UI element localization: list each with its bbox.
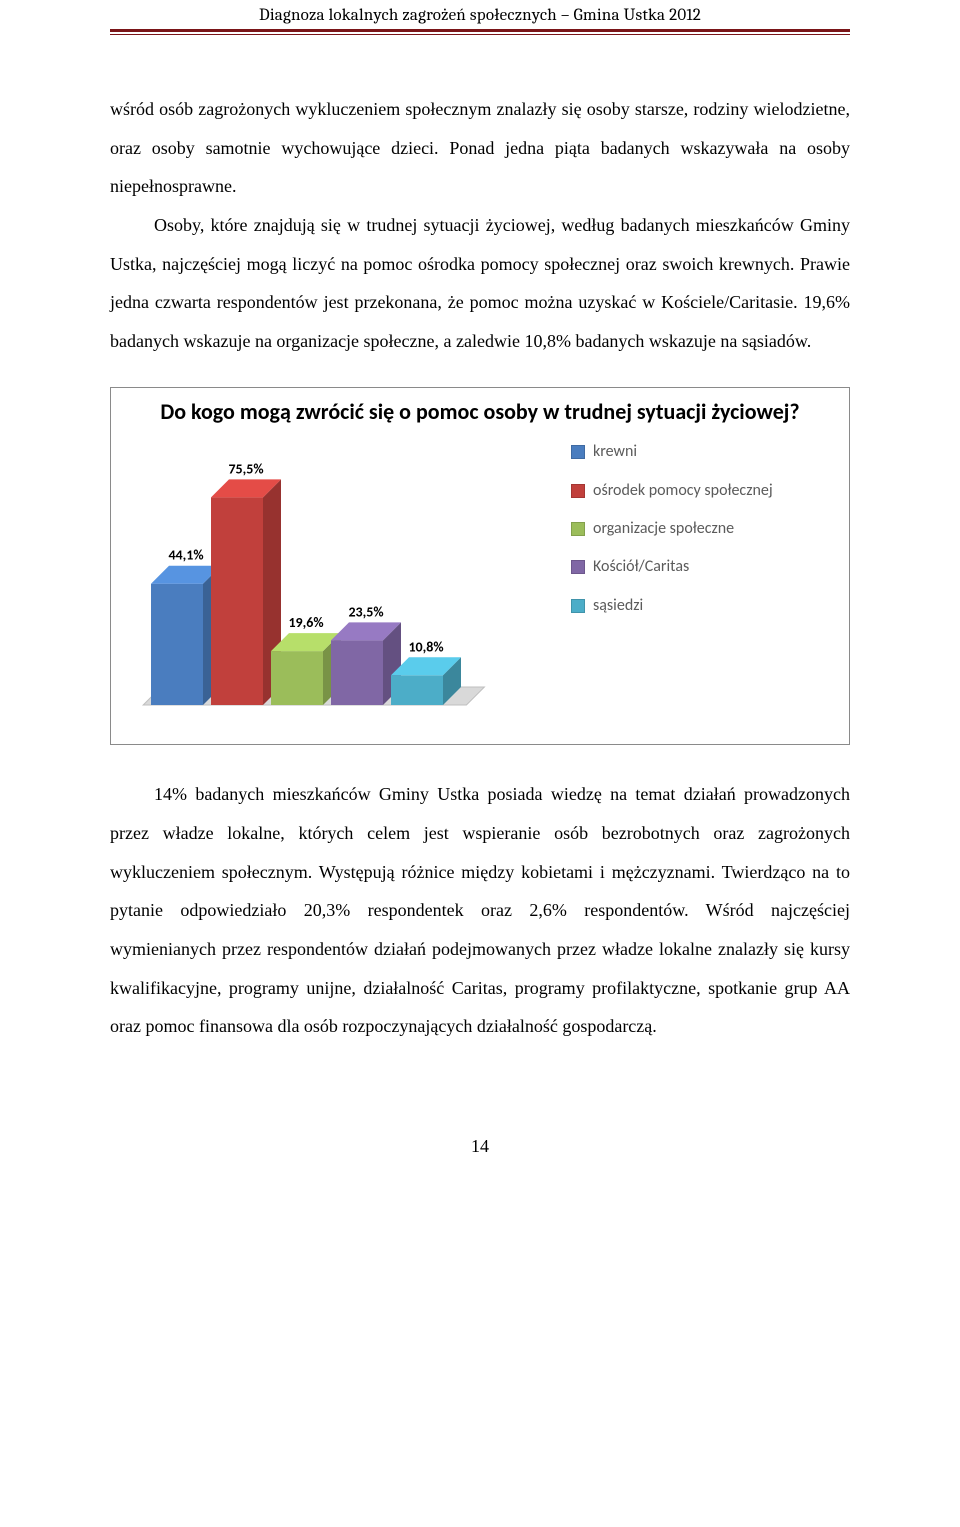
- legend-swatch: [571, 522, 585, 536]
- chart-body: 44,1% 75,5% 19,6% 23,5% 10,8% krewni ośrodek …: [123, 435, 837, 730]
- chart-plot: 44,1% 75,5% 19,6% 23,5% 10,8%: [123, 435, 553, 730]
- page-number: 14: [110, 1136, 850, 1157]
- paragraph-2: Osoby, które znajdują się w trudnej sytu…: [110, 206, 850, 361]
- bar-value-label: 75,5%: [228, 461, 263, 478]
- bar-value-label: 23,5%: [348, 604, 383, 621]
- running-header: Diagnoza lokalnych zagrożeń społecznych …: [110, 0, 850, 25]
- bar-value-label: 19,6%: [288, 614, 323, 631]
- legend-label: Kościół/Caritas: [593, 558, 689, 576]
- header-rule-thin: [110, 34, 850, 35]
- legend-item: Kościół/Caritas: [571, 558, 837, 576]
- page-root: Diagnoza lokalnych zagrożeń społecznych …: [0, 0, 960, 1197]
- legend-item: krewni: [571, 443, 837, 461]
- legend-item: ośrodek pomocy społecznej: [571, 482, 837, 500]
- paragraph-1: wśród osób zagrożonych wykluczeniem społ…: [110, 90, 850, 206]
- bar-value-label: 44,1%: [168, 547, 203, 564]
- legend-item: sąsiedzi: [571, 597, 837, 615]
- legend-label: sąsiedzi: [593, 597, 643, 615]
- legend-swatch: [571, 599, 585, 613]
- legend-label: krewni: [593, 443, 637, 461]
- chart-container: Do kogo mogą zwrócić się o pomoc osoby w…: [110, 387, 850, 746]
- legend-label: organizacje społeczne: [593, 520, 734, 538]
- legend-label: ośrodek pomocy społecznej: [593, 482, 773, 500]
- legend-swatch: [571, 445, 585, 459]
- bar-value-label: 10,8%: [408, 639, 443, 656]
- chart-svg: 44,1% 75,5% 19,6% 23,5% 10,8%: [123, 435, 553, 725]
- header-rule-thick: [110, 29, 850, 32]
- chart-legend: krewni ośrodek pomocy społecznej organizac…: [553, 435, 837, 730]
- paragraph-3: 14% badanych mieszkańców Gminy Ustka pos…: [110, 775, 850, 1046]
- legend-item: organizacje społeczne: [571, 520, 837, 538]
- legend-swatch: [571, 560, 585, 574]
- chart-title: Do kogo mogą zwrócić się o pomoc osoby w…: [123, 398, 837, 426]
- legend-swatch: [571, 484, 585, 498]
